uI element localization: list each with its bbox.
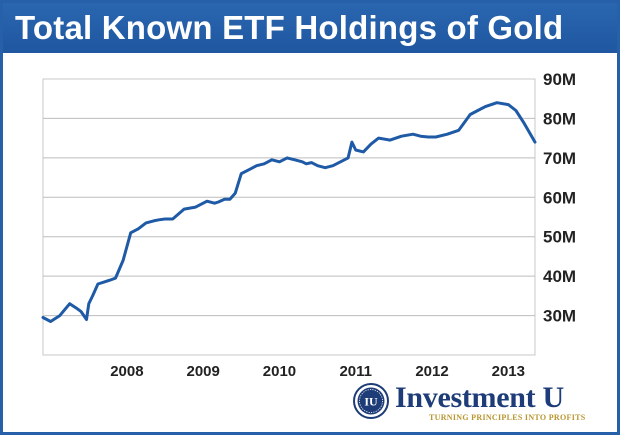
logo-name: Investment U <box>395 381 564 414</box>
plot-border <box>42 78 536 356</box>
investment-u-logo: IU Investment U TURNING PRINCIPLES INTO … <box>353 381 608 425</box>
chart-title: Total Known ETF Holdings of Gold <box>15 9 564 46</box>
y-axis: 30M 40M 50M 60M 70M 80M 90M <box>543 70 576 326</box>
y-tick-label: 60M <box>543 188 576 207</box>
x-tick-label: 2009 <box>186 363 219 380</box>
y-tick-label: 30M <box>543 307 576 326</box>
y-tick-label: 80M <box>543 109 576 128</box>
logo-tagline: TURNING PRINCIPLES INTO PROFITS <box>429 413 586 422</box>
line-layer <box>41 101 537 323</box>
x-axis: 2008 2009 2010 2011 2012 2013 <box>110 363 525 380</box>
y-tick-label: 70M <box>543 149 576 168</box>
x-tick-label: 2012 <box>415 363 448 380</box>
seal-icon: IU <box>353 383 389 419</box>
x-tick-label: 2011 <box>339 363 372 380</box>
x-tick-label: 2013 <box>492 363 525 380</box>
y-tick-label: 40M <box>543 267 576 286</box>
x-tick-label: 2010 <box>263 363 296 380</box>
series-line-0 <box>41 101 537 323</box>
grid-layer <box>42 78 536 356</box>
y-tick-label: 50M <box>543 228 576 247</box>
title-banner: Total Known ETF Holdings of Gold <box>3 3 617 53</box>
x-tick-label: 2008 <box>110 363 143 380</box>
y-tick-label: 90M <box>543 70 576 89</box>
seal-letters: IU <box>364 395 378 409</box>
